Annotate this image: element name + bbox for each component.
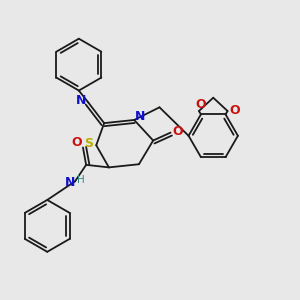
Text: S: S [84,137,93,150]
Text: O: O [195,98,206,110]
Text: N: N [135,110,145,123]
Text: N: N [76,94,87,106]
Text: H: H [77,176,85,185]
Text: O: O [230,104,240,117]
Text: O: O [71,136,82,149]
Text: O: O [172,124,183,137]
Text: N: N [65,176,75,189]
